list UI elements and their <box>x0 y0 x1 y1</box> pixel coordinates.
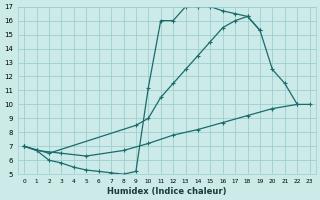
X-axis label: Humidex (Indice chaleur): Humidex (Indice chaleur) <box>107 187 227 196</box>
